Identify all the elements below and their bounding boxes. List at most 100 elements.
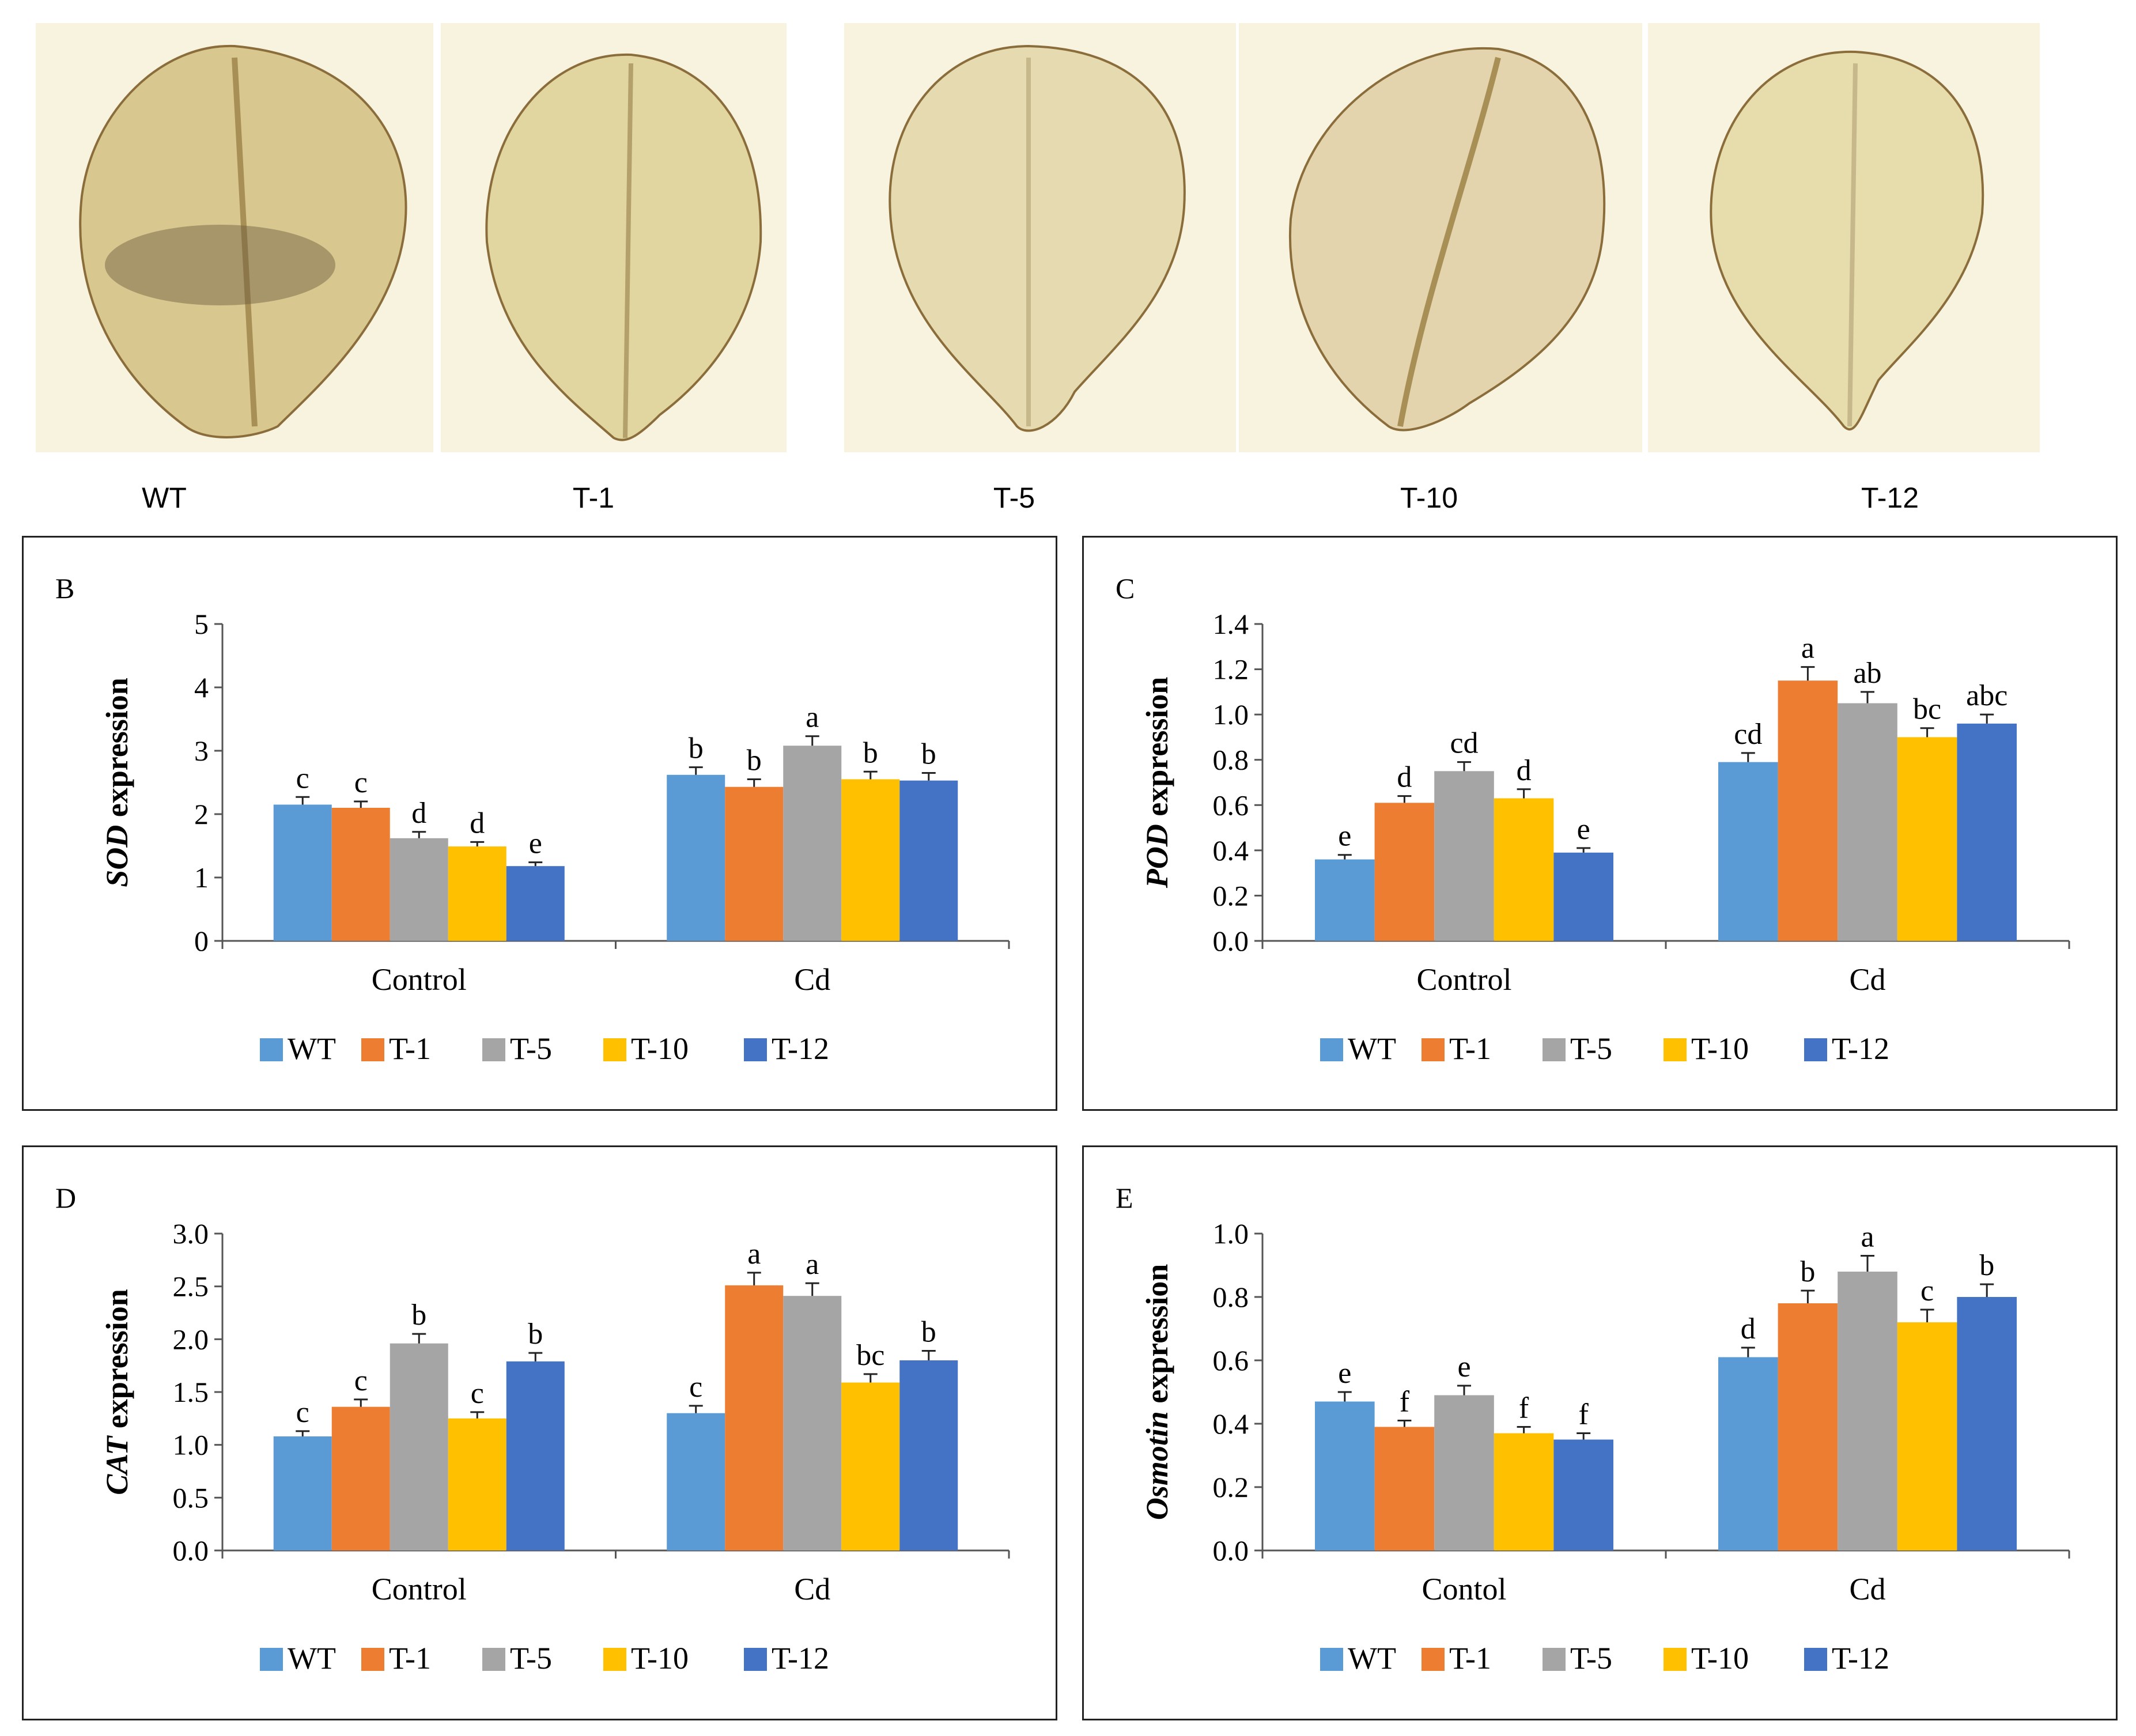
bar-wt-cd [1718,762,1778,941]
leaf-photo-wt [36,23,433,452]
chart-panel-c: C POD expression 0.0 0.2 0.4 0.6 0.8 1.0 1.2 1.4 C… [1082,536,2118,1111]
leaf-caption-wt: WT [142,482,187,514]
y-tick-label: 1.0 [1213,1217,1249,1250]
x-category-label: Cd [794,1572,830,1606]
bar-t-5-cd [783,1296,842,1550]
y-tick-label: 0.4 [1213,1408,1249,1440]
significance-letter: e [1338,1357,1351,1390]
significance-letter: b [921,738,936,771]
x-category-label: Control [372,1572,467,1606]
x-category-label: Cd [794,962,830,997]
bar-t-1-control [1374,803,1435,941]
bar-t-1-cd [725,786,784,941]
bar-t-5-control [390,1343,448,1550]
leaf-photo-t5 [844,23,1236,452]
significance-letter: a [806,701,819,734]
legend-swatch-t-10 [603,1648,626,1671]
significance-letter: b [411,1299,426,1332]
bar-t-1-cd [1778,1303,1838,1550]
leaf-photo-t10 [1239,23,1642,452]
bar-t-1-cd [1778,680,1838,941]
y-tick-label: 5 [194,608,209,640]
bar-t-12-cd [899,1360,958,1550]
legend-label-wt: WT [1348,1031,1396,1066]
legend-label-t-5: T-5 [1570,1031,1612,1066]
significance-letter: e [1577,813,1590,846]
bar-t-12-cd [1957,723,2017,941]
legend-swatch-wt [260,1038,283,1061]
y-axis-label: Osmotin expression [1140,1264,1174,1521]
significance-letter: c [296,762,309,795]
significance-letter: e [1457,1351,1470,1383]
legend-swatch-t-5 [1543,1648,1566,1671]
bar-wt-control [273,1436,332,1550]
y-tick-label: 0.6 [1213,1344,1249,1376]
legend-swatch-t-1 [1422,1648,1445,1671]
significance-letter: d [470,807,485,839]
x-category-label: Cd [1849,962,1885,997]
panel-label-e: E [1116,1182,1133,1214]
bar-t-12-cd [899,780,958,941]
bar-t-10-cd [1897,737,1957,941]
bar-t-12-contol [1553,1439,1613,1550]
leaf-caption-t12: T-12 [1861,482,1919,514]
y-tick-label: 0.8 [1213,744,1249,776]
significance-letter: b [1979,1249,1994,1282]
bar-t-1-contol [1374,1427,1435,1550]
y-tick-label: 4 [194,671,209,704]
significance-letter: c [1920,1274,1934,1307]
significance-letter: c [471,1377,484,1410]
significance-letter: e [529,827,542,860]
legend-label-wt: WT [288,1031,336,1066]
y-tick-label: 1.5 [173,1376,209,1408]
legend-label-t-12: T-12 [1832,1031,1889,1066]
osmotin-expression-chart: E Osmotin expression 0.0 0.2 0.4 0.6 0.8 1.0 Con… [1116,1182,2070,1676]
y-tick-label: 2.0 [173,1323,209,1355]
legend-label-t-1: T-1 [389,1641,431,1676]
bar-t-10-contol [1494,1433,1554,1550]
legend-label-t-5: T-5 [510,1641,552,1676]
legend-label-wt: WT [288,1641,336,1676]
legend-label-t-10: T-10 [631,1641,689,1676]
y-tick-label: 0.2 [1213,879,1249,912]
significance-letter: bc [856,1339,884,1372]
legend-swatch-t-1 [361,1038,384,1061]
y-tick-label: 1.4 [1213,608,1249,640]
y-tick-label: 3.0 [173,1217,209,1250]
significance-letter: a [1801,632,1814,665]
significance-letter: f [1519,1392,1529,1425]
legend-swatch-t-5 [482,1648,505,1671]
panel-label-d: D [55,1182,76,1214]
y-tick-label: 3 [194,735,209,767]
bar-t-5-cd [1838,1272,1897,1550]
legend-swatch-t-10 [1664,1648,1687,1671]
bar-t-12-control [506,1361,565,1550]
leaf-caption-t5: T-5 [993,482,1035,514]
significance-letter: d [1517,754,1532,787]
y-axis-label: POD expression [1140,677,1174,889]
y-tick-label: 1 [194,861,209,894]
y-tick-label: 0.8 [1213,1281,1249,1313]
y-tick-label: 0.0 [173,1534,209,1567]
x-category-label: Contol [1422,1572,1506,1606]
significance-letter: b [863,736,878,769]
legend-swatch-t-1 [1422,1038,1445,1061]
panel-label-c: C [1116,572,1135,604]
chart-panel-b: B SOD expression 0 1 2 3 4 5 Control Cd c b c b d a d b e b… [22,536,1057,1111]
legend-swatch-t-12 [1804,1038,1827,1061]
sod-expression-chart: B SOD expression 0 1 2 3 4 5 Control Cd c b c b d a d b e b… [55,572,1010,1066]
significance-letter: c [296,1396,309,1429]
legend-swatch-t-10 [603,1038,626,1061]
bar-wt-cd [1718,1357,1778,1550]
legend-swatch-wt [260,1648,283,1671]
significance-letter: b [1800,1255,1815,1288]
y-tick-label: 1.0 [1213,698,1249,731]
bar-t-12-cd [1957,1297,2017,1550]
legend-label-wt: WT [1348,1641,1396,1676]
y-tick-label: 0.4 [1213,834,1249,867]
bar-t-5-contol [1434,1395,1494,1550]
bar-t-12-control [506,866,565,941]
significance-letter: d [1741,1313,1756,1345]
y-tick-label: 2 [194,798,209,830]
y-axis-label: CAT expression [100,1289,134,1495]
